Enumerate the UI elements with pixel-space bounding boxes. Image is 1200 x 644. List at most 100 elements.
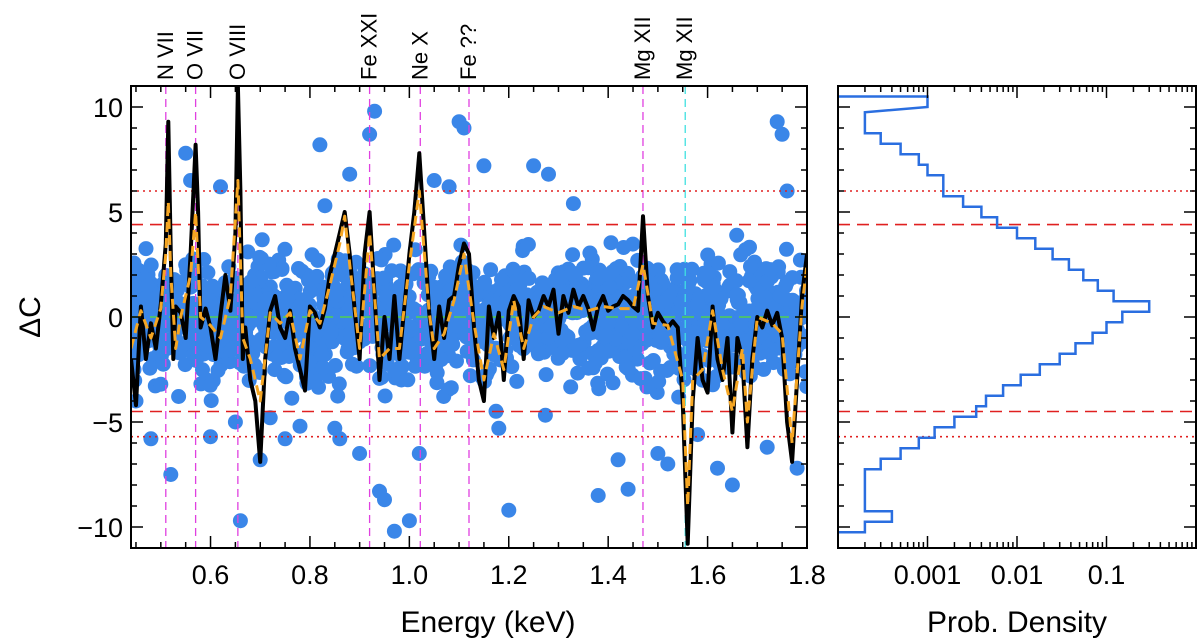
scatter-outlier-point bbox=[178, 145, 194, 161]
scatter-point bbox=[527, 329, 542, 345]
scatter-point bbox=[509, 373, 525, 389]
scatter-point bbox=[741, 273, 757, 289]
scatter-point bbox=[377, 388, 393, 404]
scatter-point bbox=[534, 275, 550, 291]
scatter-point bbox=[205, 300, 221, 316]
scatter-outlier-point bbox=[386, 523, 402, 539]
scatter-point bbox=[530, 346, 546, 362]
scatter-outlier-point bbox=[774, 126, 790, 142]
scatter-point bbox=[743, 258, 758, 274]
scatter-point bbox=[614, 320, 630, 336]
scatter-point bbox=[232, 355, 248, 371]
scatter-outlier-point bbox=[262, 410, 278, 426]
scatter-outlier-point bbox=[426, 173, 442, 188]
scatter-point bbox=[799, 379, 807, 395]
scatter-point bbox=[633, 371, 648, 387]
scatter-point bbox=[171, 389, 187, 404]
line-label: Fe XXI bbox=[357, 13, 382, 80]
scatter-point bbox=[155, 356, 171, 372]
scatter-point bbox=[323, 326, 339, 342]
scatter-point bbox=[710, 255, 726, 271]
scatter-outlier-point bbox=[153, 376, 169, 392]
scatter-point bbox=[179, 271, 194, 287]
scatter-point bbox=[223, 322, 239, 338]
scatter-point bbox=[625, 236, 641, 252]
scatter-point bbox=[433, 352, 449, 367]
scatter-point bbox=[784, 338, 800, 354]
scatter-point bbox=[555, 345, 571, 361]
scatter-point bbox=[457, 325, 473, 341]
scatter-point bbox=[733, 247, 749, 263]
scatter-point bbox=[601, 267, 617, 283]
scatter-point bbox=[792, 252, 807, 268]
scatter-point bbox=[315, 348, 330, 364]
x-tick-label: 0.8 bbox=[291, 560, 329, 590]
scatter-outlier-point bbox=[213, 179, 228, 195]
scatter-point bbox=[509, 282, 525, 298]
line-label: Mg XII bbox=[630, 16, 655, 80]
scatter-outlier-point bbox=[456, 120, 472, 136]
scatter-point bbox=[627, 312, 643, 328]
scatter-point bbox=[625, 327, 641, 342]
hist-reference-lines bbox=[838, 190, 1196, 438]
scatter-point bbox=[580, 360, 596, 376]
scatter-point bbox=[602, 279, 617, 295]
line-label: O VII bbox=[183, 30, 208, 80]
scatter-point bbox=[328, 288, 344, 303]
scatter-point bbox=[331, 376, 347, 392]
scatter-point bbox=[521, 270, 537, 286]
scatter-outlier-point bbox=[759, 439, 775, 455]
scatter-point bbox=[291, 261, 306, 276]
scatter-outlier-point bbox=[565, 196, 581, 212]
main-curves bbox=[131, 86, 807, 546]
scatter-outlier-point bbox=[779, 183, 795, 199]
scatter-point bbox=[143, 257, 159, 273]
line-label: O VIII bbox=[225, 24, 250, 80]
scatter-point bbox=[307, 326, 323, 342]
y-tick-label: 5 bbox=[108, 198, 123, 228]
scatter-point bbox=[729, 227, 745, 243]
scatter-point bbox=[483, 262, 499, 278]
scatter-point bbox=[315, 360, 331, 375]
scatter-point bbox=[763, 262, 779, 278]
scatter-point bbox=[131, 259, 143, 275]
scatter-point bbox=[784, 321, 800, 337]
scatter-point bbox=[252, 249, 268, 265]
scatter-point bbox=[203, 393, 219, 409]
scatter-outlier-point bbox=[769, 114, 785, 130]
scatter-outlier-point bbox=[526, 158, 542, 174]
scatter-point bbox=[406, 342, 422, 358]
scatter-point bbox=[732, 294, 748, 310]
scatter-outlier-point bbox=[163, 467, 179, 482]
scatter-point bbox=[504, 359, 520, 375]
scatter-outlier-point bbox=[789, 460, 805, 476]
scatter-point bbox=[570, 338, 586, 353]
hist-plot-frame bbox=[837, 85, 1197, 549]
scatter-point bbox=[202, 377, 218, 393]
scatter-point bbox=[142, 360, 158, 376]
scatter-outlier-point bbox=[352, 446, 368, 461]
scatter-point bbox=[200, 265, 216, 280]
line-label: N VII bbox=[153, 31, 178, 80]
scatter-outlier-point bbox=[411, 446, 427, 461]
scatter-point bbox=[376, 270, 392, 286]
scatter-point bbox=[284, 390, 300, 406]
scatter-outlier-point bbox=[342, 166, 358, 182]
scatter-point bbox=[690, 296, 706, 312]
scatter-outlier-point bbox=[660, 456, 676, 472]
scatter-point bbox=[281, 349, 297, 364]
main-y-axis-label: ΔC bbox=[14, 296, 47, 338]
scatter-outlier-point bbox=[332, 431, 348, 447]
emission-line-labels: N VII O VII O VIII Fe XXI Ne X Fe ?? Mg XII Mg … bbox=[153, 13, 697, 80]
scatter-point bbox=[243, 274, 259, 290]
scatter-outlier-point bbox=[610, 452, 626, 468]
scatter-point bbox=[304, 247, 320, 263]
x-tick-label: 1.8 bbox=[788, 560, 826, 590]
scatter-outlier-point bbox=[724, 477, 740, 493]
scatter-point bbox=[477, 274, 493, 290]
scatter-outlier-point bbox=[232, 513, 248, 529]
hist-x-tick-label: 0.01 bbox=[991, 560, 1044, 590]
scatter-point bbox=[617, 349, 633, 365]
x-tick-label: 1.6 bbox=[689, 560, 727, 590]
